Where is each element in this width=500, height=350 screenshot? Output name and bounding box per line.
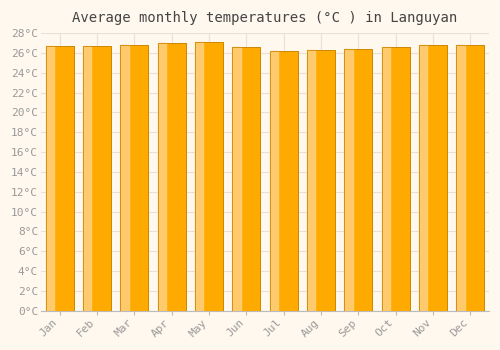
Bar bbox=[46, 46, 74, 310]
Bar bbox=[419, 45, 447, 310]
Bar bbox=[120, 45, 128, 310]
Bar bbox=[456, 45, 464, 310]
Bar bbox=[307, 50, 335, 310]
Bar bbox=[120, 45, 148, 310]
Bar bbox=[232, 47, 260, 310]
Bar bbox=[158, 43, 186, 310]
Bar bbox=[120, 45, 148, 310]
Bar bbox=[344, 49, 352, 310]
Bar bbox=[270, 51, 278, 310]
Bar bbox=[83, 46, 111, 310]
Bar bbox=[419, 45, 447, 310]
Bar bbox=[270, 51, 297, 310]
Bar bbox=[419, 45, 428, 310]
Bar bbox=[456, 45, 484, 310]
Bar bbox=[83, 46, 92, 310]
Bar bbox=[195, 42, 223, 310]
Bar bbox=[83, 46, 111, 310]
Bar bbox=[195, 42, 223, 310]
Bar bbox=[195, 42, 203, 310]
Bar bbox=[382, 47, 409, 310]
Bar bbox=[46, 46, 74, 310]
Bar bbox=[232, 47, 240, 310]
Bar bbox=[158, 43, 166, 310]
Bar bbox=[270, 51, 297, 310]
Bar bbox=[307, 50, 316, 310]
Bar bbox=[382, 47, 409, 310]
Bar bbox=[307, 50, 335, 310]
Bar bbox=[344, 49, 372, 310]
Bar bbox=[46, 46, 54, 310]
Title: Average monthly temperatures (°C ) in Languyan: Average monthly temperatures (°C ) in La… bbox=[72, 11, 458, 25]
Bar bbox=[158, 43, 186, 310]
Bar bbox=[456, 45, 484, 310]
Bar bbox=[382, 47, 390, 310]
Bar bbox=[344, 49, 372, 310]
Bar bbox=[232, 47, 260, 310]
